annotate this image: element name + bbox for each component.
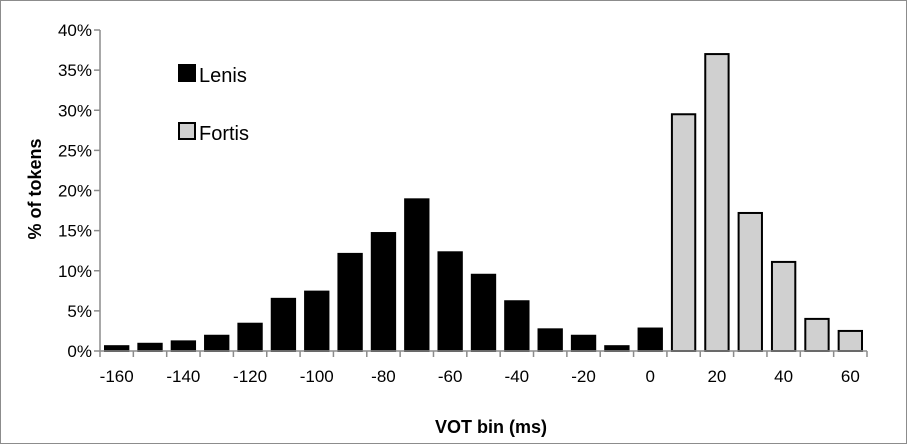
fortis-bar [837, 329, 863, 352]
lenis-bar [270, 297, 297, 352]
x-tick-label: 60 [841, 367, 860, 386]
legend-label-fortis: Fortis [199, 123, 249, 145]
lenis-bar [437, 251, 463, 352]
x-tick-label: -20 [571, 367, 596, 386]
x-axis-title: VOT bin (ms) [435, 417, 547, 437]
x-tick-label: -100 [300, 367, 334, 386]
lenis-bar [570, 334, 597, 353]
legend-label-lenis: Lenis [199, 65, 247, 87]
lenis-bar [470, 273, 497, 353]
lenis-bar [204, 334, 230, 353]
y-tick-label: 30% [58, 101, 92, 120]
lenis-bar [637, 327, 663, 352]
bars [104, 53, 863, 353]
fortis-bar [704, 53, 730, 352]
x-tick-label: -160 [100, 367, 134, 386]
y-tick-label: 35% [58, 61, 92, 80]
lenis-bar [370, 232, 397, 352]
y-axis-title: % of tokens [25, 138, 45, 239]
y-tick-label: 0% [67, 342, 92, 361]
lenis-bar [304, 290, 330, 352]
lenis-bar [170, 340, 197, 352]
lenis-bar [237, 322, 263, 352]
legend: Lenis Fortis [178, 64, 249, 145]
y-tick-label: 5% [67, 302, 92, 321]
fortis-bar [670, 113, 697, 352]
x-tick-label: -140 [166, 367, 200, 386]
x-tick-label: 20 [707, 367, 726, 386]
x-tick-label: -60 [438, 367, 463, 386]
x-tick-label: 40 [774, 367, 793, 386]
lenis-bar [337, 252, 363, 353]
x-tick-label: -40 [505, 367, 530, 386]
y-axis-ticks: 0% 5% 10% 15% 20% 25% 30% 35% 40% [58, 21, 100, 361]
x-axis-ticks: -160 -140 -120 -100 -80 -60 -40 -20 0 20 40 60 [99, 351, 868, 386]
y-tick-label: 25% [58, 141, 92, 160]
lenis-bar [404, 198, 430, 352]
legend-swatch-fortis [178, 122, 196, 140]
lenis-bar [537, 328, 563, 352]
y-tick-label: 15% [58, 222, 92, 241]
legend-swatch-lenis [178, 64, 196, 82]
y-tick-label: 20% [58, 182, 92, 201]
x-tick-label: -120 [233, 367, 267, 386]
x-tick-label: -80 [371, 367, 396, 386]
lenis-bar [504, 300, 530, 352]
fortis-bar [804, 317, 830, 352]
x-tick-label: 0 [646, 367, 655, 386]
lenis-bar [137, 342, 163, 352]
fortis-bar [737, 211, 763, 352]
y-tick-label: 40% [58, 21, 92, 40]
fortis-bar [770, 260, 797, 352]
y-tick-label: 10% [58, 262, 92, 281]
